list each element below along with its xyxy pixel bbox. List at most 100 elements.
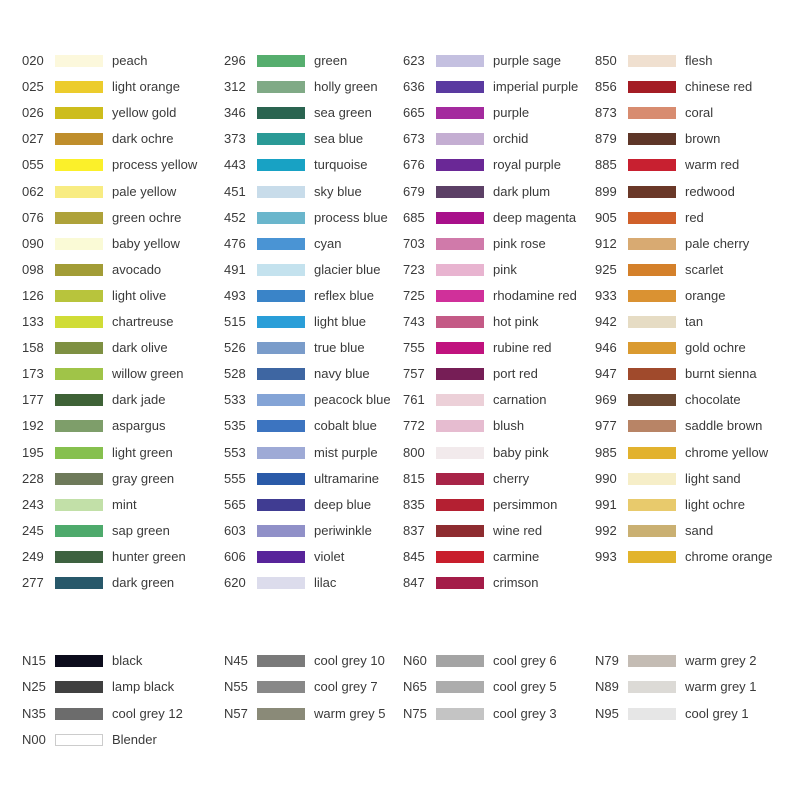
color-name: gray green xyxy=(112,470,175,486)
color-code: N55 xyxy=(224,679,248,695)
color-name: cool grey 12 xyxy=(112,705,183,721)
color-name: lilac xyxy=(314,575,337,590)
color-swatch xyxy=(436,316,484,328)
color-name: dark olive xyxy=(112,340,168,356)
color-code: 528 xyxy=(224,366,246,382)
color-name: dark green xyxy=(112,575,175,590)
color-name: light ochre xyxy=(685,496,745,512)
color-swatch xyxy=(436,237,484,250)
color-swatch xyxy=(257,420,305,433)
color-code: 755 xyxy=(403,340,425,356)
color-code: 879 xyxy=(595,131,617,147)
color-swatch xyxy=(436,342,484,355)
color-name: purple xyxy=(493,105,530,121)
color-swatch xyxy=(257,707,305,720)
color-name: pale cherry xyxy=(685,235,750,251)
color-name: saddle brown xyxy=(685,418,763,434)
color-name: light orange xyxy=(112,79,180,95)
color-swatch xyxy=(55,159,103,172)
color-code: 912 xyxy=(595,235,617,251)
color-swatch xyxy=(436,655,484,667)
color-code: 076 xyxy=(22,209,44,225)
color-swatch xyxy=(257,159,305,172)
color-name: light blue xyxy=(314,314,367,329)
color-code: 933 xyxy=(595,287,617,303)
color-swatch xyxy=(257,263,305,276)
color-swatch xyxy=(628,289,676,302)
color-name: blush xyxy=(493,418,525,434)
color-swatch xyxy=(436,107,484,120)
color-code: 020 xyxy=(22,53,44,68)
color-code: 451 xyxy=(224,183,246,199)
color-swatch xyxy=(55,81,103,94)
color-swatch xyxy=(55,342,103,355)
color-name: light olive xyxy=(112,287,167,303)
color-code: 636 xyxy=(403,79,425,95)
color-code: N35 xyxy=(22,705,46,721)
color-swatch xyxy=(436,420,484,433)
color-swatch xyxy=(257,81,305,94)
color-name: pale yellow xyxy=(112,183,177,199)
color-code: 676 xyxy=(403,157,425,173)
color-swatch xyxy=(55,733,103,746)
color-code: 195 xyxy=(22,444,44,460)
color-code: 312 xyxy=(224,79,246,95)
color-code: 969 xyxy=(595,392,617,408)
color-swatch xyxy=(55,681,103,694)
color-name: hot pink xyxy=(493,314,539,329)
color-swatch xyxy=(55,185,103,198)
color-swatch xyxy=(436,524,484,537)
color-swatch xyxy=(436,55,484,67)
color-name: black xyxy=(112,653,143,668)
color-name: baby yellow xyxy=(112,235,180,251)
color-name: cool grey 10 xyxy=(314,653,385,668)
color-swatch xyxy=(257,237,305,250)
color-code: N00 xyxy=(22,731,46,747)
color-code: 757 xyxy=(403,366,425,382)
color-code: 856 xyxy=(595,79,617,95)
color-code: 025 xyxy=(22,79,44,95)
color-swatch xyxy=(257,107,305,120)
color-name: warm red xyxy=(685,157,740,173)
color-swatch xyxy=(55,394,103,407)
color-swatch xyxy=(436,550,484,563)
color-name: yellow gold xyxy=(112,105,177,121)
color-name: process yellow xyxy=(112,157,198,173)
color-swatch xyxy=(257,133,305,146)
color-swatch xyxy=(628,655,676,667)
color-code: 725 xyxy=(403,287,425,303)
color-code: 452 xyxy=(224,209,246,225)
color-name: navy blue xyxy=(314,366,370,382)
color-code: N75 xyxy=(403,705,427,721)
color-swatch xyxy=(55,524,103,537)
color-name: purple sage xyxy=(493,53,561,68)
color-name: rubine red xyxy=(493,340,552,356)
color-name: warm grey 2 xyxy=(685,653,757,668)
color-code: 947 xyxy=(595,366,617,382)
color-swatch xyxy=(436,159,484,172)
color-swatch xyxy=(436,211,484,224)
color-name: cobalt blue xyxy=(314,418,377,434)
color-name: chrome orange xyxy=(685,548,773,564)
color-code: 885 xyxy=(595,157,617,173)
color-name: pink rose xyxy=(493,235,546,251)
color-code: 800 xyxy=(403,444,425,460)
color-swatch xyxy=(628,550,676,563)
color-swatch xyxy=(628,472,676,485)
color-name: sand xyxy=(685,522,714,538)
color-swatch xyxy=(628,420,676,433)
color-code: 673 xyxy=(403,131,425,147)
color-name: warm grey 5 xyxy=(314,705,386,721)
color-swatch xyxy=(257,655,305,667)
color-code: 090 xyxy=(22,235,44,251)
color-swatch xyxy=(628,263,676,276)
color-name: reflex blue xyxy=(314,287,374,303)
color-swatch xyxy=(55,316,103,328)
color-swatch xyxy=(436,368,484,381)
color-name: dark plum xyxy=(493,183,551,199)
color-code: 055 xyxy=(22,157,44,173)
color-code: 985 xyxy=(595,444,617,460)
color-name: green xyxy=(314,53,348,68)
color-code: 899 xyxy=(595,183,617,199)
